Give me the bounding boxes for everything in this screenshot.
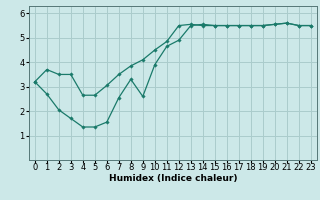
- X-axis label: Humidex (Indice chaleur): Humidex (Indice chaleur): [108, 174, 237, 183]
